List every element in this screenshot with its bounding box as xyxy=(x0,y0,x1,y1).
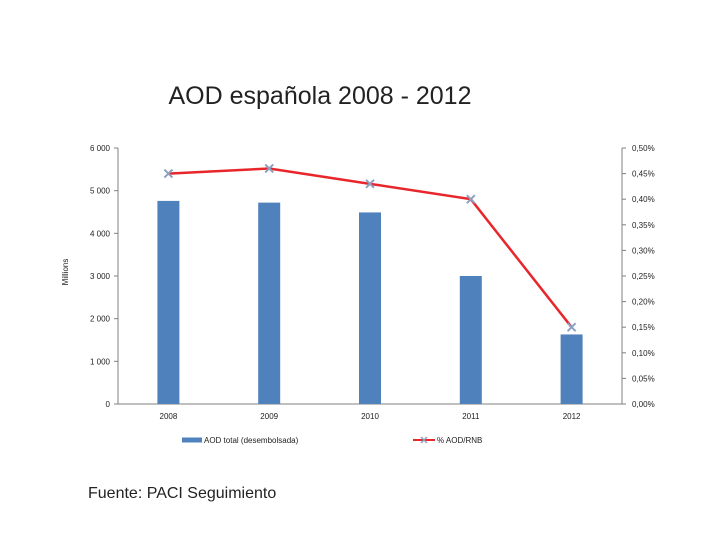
x-tick-label: 2009 xyxy=(260,412,278,421)
legend-line-label: % AOD/RNB xyxy=(437,436,482,445)
right-tick-label: 0,50% xyxy=(632,144,655,153)
marker-stroke xyxy=(365,179,375,189)
right-tick-label: 0,30% xyxy=(632,246,655,255)
slide-title: AOD española 2008 - 2012 xyxy=(168,82,472,110)
legend-marker xyxy=(420,436,428,444)
bar xyxy=(157,200,180,404)
line-marker xyxy=(264,163,274,174)
line-marker xyxy=(365,179,375,189)
right-tick-label: 0,00% xyxy=(632,400,655,409)
line-marker xyxy=(163,168,174,179)
line-marker xyxy=(466,194,476,204)
right-tick-label: 0,10% xyxy=(632,349,655,358)
source-note: Fuente: PACI Seguimiento xyxy=(88,485,277,502)
bar xyxy=(359,212,381,404)
x-tick-label: 2012 xyxy=(563,412,581,421)
y-axis-title-group: Millions xyxy=(61,259,70,286)
bar-series xyxy=(157,200,583,404)
right-tick-label: 0,25% xyxy=(632,272,655,281)
x-tick-label: 2010 xyxy=(361,412,379,421)
left-tick-label: 3 000 xyxy=(90,272,111,281)
x-axis-labels: 2008 2009 2010 2011 2012 xyxy=(160,412,582,421)
bar xyxy=(560,334,583,404)
marker-stroke xyxy=(566,322,577,332)
bar xyxy=(459,276,482,404)
left-tick-label: 6 000 xyxy=(90,144,111,153)
marker-stroke xyxy=(163,168,174,179)
right-axis: 0,00% 0,05% 0,10% 0,15% 0,20% 0,25% 0,30% 0,35%… xyxy=(621,144,655,409)
x-tick-label: 2011 xyxy=(462,412,480,421)
right-tick-label: 0,20% xyxy=(632,298,655,307)
right-tick-label: 0,05% xyxy=(632,374,655,383)
marker-stroke xyxy=(466,194,476,204)
left-tick-label: 4 000 xyxy=(90,229,111,238)
right-tick-label: 0,40% xyxy=(632,195,655,204)
right-tick-label: 0,45% xyxy=(632,170,655,179)
bar xyxy=(258,202,281,404)
right-tick-label: 0,35% xyxy=(632,221,655,230)
right-tick-label: 0,15% xyxy=(632,323,655,332)
legend: AOD total (desembolsada) % AOD/RNB xyxy=(182,436,482,445)
line-marker xyxy=(566,322,577,332)
line-series xyxy=(163,163,577,332)
left-tick-label: 2 000 xyxy=(90,315,111,324)
x-tick-label: 2008 xyxy=(160,412,178,421)
legend-bar-label: AOD total (desembolsada) xyxy=(204,436,299,445)
left-tick-label: 1 000 xyxy=(90,357,111,366)
left-tick-label: 0 xyxy=(106,400,111,409)
left-tick-label: 5 000 xyxy=(90,187,111,196)
marker-stroke xyxy=(264,163,274,174)
y-axis-title: Millions xyxy=(61,259,70,286)
